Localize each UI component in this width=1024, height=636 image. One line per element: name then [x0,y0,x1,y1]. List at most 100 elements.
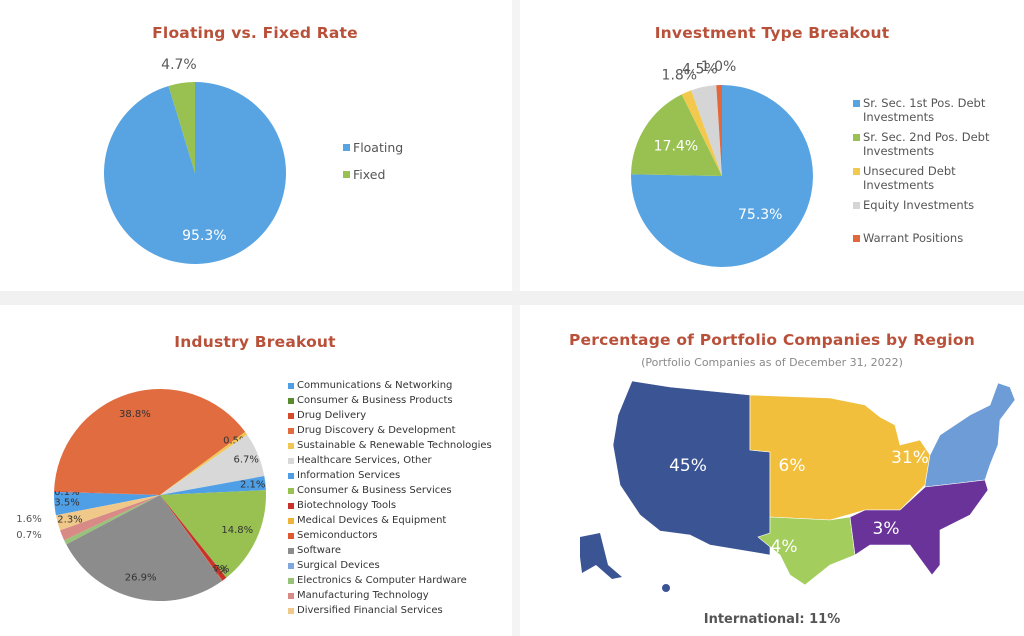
pie-slice [160,495,227,581]
data-label: 95.3% [182,228,226,244]
data-label: 38.8% [119,409,151,420]
region-label-southwest: 4% [771,537,798,557]
chart-title: Investment Type Breakout [654,24,890,42]
legend-swatch [343,144,350,151]
pie-slice [160,490,266,578]
legend-item: Floating [343,140,403,155]
chart-title: Floating vs. Fixed Rate [152,24,358,42]
pie-slice [66,495,223,601]
legend-swatch [853,202,860,209]
legend-label: Biotechnology Tools [297,500,397,511]
pie-slice [60,495,161,541]
legend-swatch [288,472,294,479]
legend-label: Surgical Devices [297,560,380,571]
floating-fixed-legend: Floating Fixed [343,140,403,194]
legend-swatch [288,487,294,494]
vertical-divider [512,0,520,636]
investment-type-legend: Sr. Sec. 1st Pos. Debt Investments Sr. Se… [853,96,1013,251]
legend-label: Electronics & Computer Hardware [297,575,467,586]
region-panel: Percentage of Portfolio Companies by Reg… [520,305,1024,636]
legend-label: Semiconductors [297,530,378,541]
legend-label: Sr. Sec. 2nd Pos. Debt Investments [863,130,990,158]
legend-swatch [288,517,294,524]
data-label: 1.6% [16,514,41,525]
floating-fixed-panel: Floating vs. Fixed Rate 95.3% 4.7% Floati… [0,0,510,290]
legend-swatch [853,168,860,175]
pie-slice [54,491,160,495]
pie-slice [55,495,161,531]
investment-type-panel: Investment Type Breakout 75.3% 17.4% 1.8% 4… [520,0,1024,290]
pie-slice [160,495,223,581]
legend-label: Software [297,545,342,556]
pie-slice [53,491,160,516]
legend-label: Equity Investments [863,198,975,212]
legend-label: Unsecured Debt Investments [863,164,956,192]
data-label: 2.3% [57,514,82,525]
legend-swatch [288,397,294,404]
legend-label: Floating [353,140,404,155]
legend-item: Semiconductors [288,528,492,543]
chart-title: Industry Breakout [174,333,336,351]
legend-swatch [288,382,294,389]
legend-swatch [288,547,294,554]
data-label: 0.7% [16,530,41,541]
legend-swatch [853,235,860,242]
pie-slice [160,434,265,495]
legend-swatch [288,592,294,599]
legend-swatch [853,134,860,141]
legend-label: Information Services [297,470,401,481]
pie-slice [631,94,722,176]
data-label: 0.1% [202,565,227,576]
legend-item: Sustainable & Renewable Technologies [288,438,492,453]
pie-slice [160,431,248,495]
region-label-southeast: 3% [873,519,900,539]
industry-legend: Communications & Networking Consumer & Bu… [288,378,492,618]
region-northeast [924,382,1016,488]
legend-item: Information Services [288,468,492,483]
chart-title: Percentage of Portfolio Companies by Reg… [569,331,975,349]
chart-subtitle: (Portfolio Companies as of December 31, … [641,356,903,369]
legend-label: Sr. Sec. 1st Pos. Debt Investments [863,96,986,124]
region-alaska [580,533,622,579]
legend-item: Fixed [343,167,403,182]
legend-label: Consumer & Business Services [297,485,452,496]
industry-panel: Industry Breakout 3.5% 0.1% 38.8% 0.5% 6.7% 2… [0,305,510,636]
region-label-midwest: 6% [779,456,806,476]
pie-slice [64,495,160,545]
legend-item: Healthcare Services, Other [288,453,492,468]
legend-item: Biotechnology Tools [288,498,492,513]
legend-swatch [853,100,860,107]
region-label-northeast: 31% [891,448,929,468]
data-label: 17.4% [654,139,698,155]
data-label: 14.8% [221,525,253,536]
legend-label: Healthcare Services, Other [297,455,432,466]
legend-swatch [288,412,294,419]
legend-label: Medical Devices & Equipment [297,515,447,526]
legend-swatch [288,457,294,464]
legend-item: Electronics & Computer Hardware [288,573,492,588]
legend-item: Diversified Financial Services [288,603,492,618]
pie-slice [104,82,286,264]
data-label: 4.7% [161,57,197,73]
legend-swatch [288,442,294,449]
legend-item: Equity Investments [853,198,1013,212]
data-label: 26.9% [125,573,157,584]
data-label: 0.5% [223,436,248,447]
legend-label: Manufacturing Technology [297,590,429,601]
legend-item: Medical Devices & Equipment [288,513,492,528]
pie-slice [691,85,722,176]
legend-swatch [288,427,294,434]
data-label: 1.8% [662,68,698,84]
data-label: 0.7% [204,564,229,575]
data-label: 1.0% [701,59,737,75]
legend-swatch [343,171,350,178]
pie-slice [54,389,246,495]
legend-label: Warrant Positions [863,231,964,245]
data-label: 3.5% [54,498,79,509]
legend-label: Consumer & Business Products [297,395,453,406]
legend-label: Fixed [353,167,386,182]
pie-slice [160,476,266,495]
legend-swatch [288,502,294,509]
region-label-west: 45% [669,456,707,476]
legend-swatch [288,532,294,539]
